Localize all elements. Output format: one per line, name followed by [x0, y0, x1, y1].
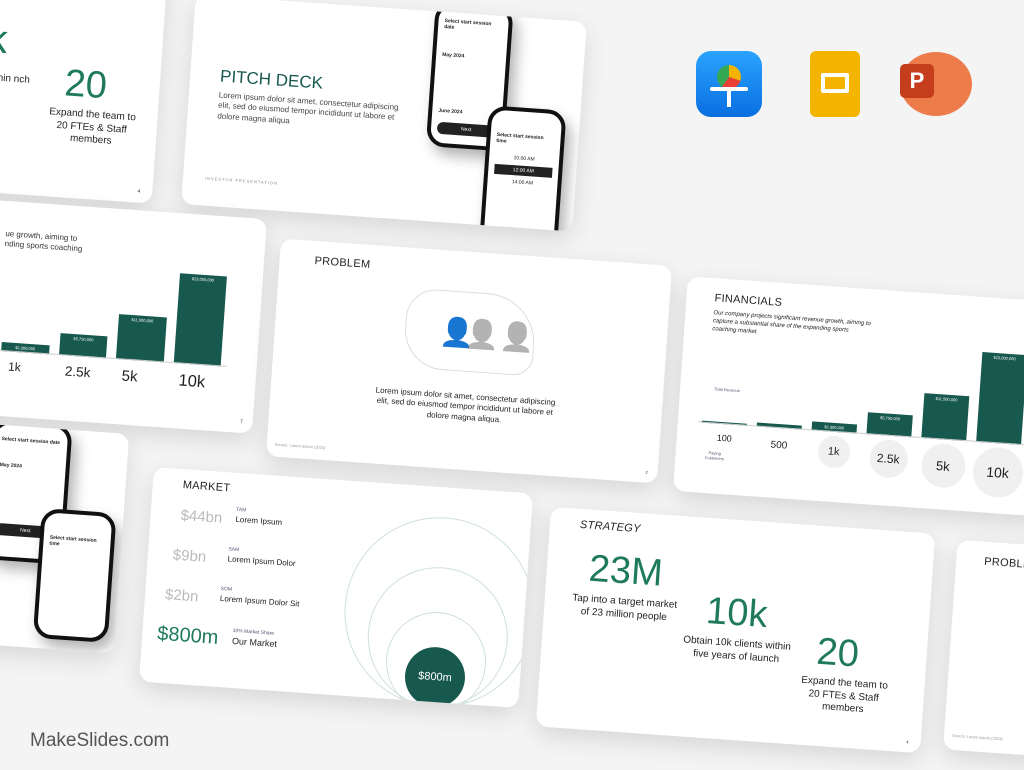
- customer-count: 5k: [121, 367, 139, 386]
- financials-body: ue growth, aiming to nding sports coachi…: [4, 229, 83, 254]
- phone-mockup-time: Select start session time: [32, 508, 117, 643]
- stat-caption: s within nch: [0, 71, 31, 86]
- slide-problem[interactable]: PROBLEM 👤 👤👤 Lorem ipsum dolor sit amet,…: [265, 238, 673, 484]
- person-icon: 👤👤: [463, 317, 536, 354]
- powerpoint-icon[interactable]: P: [900, 52, 972, 116]
- customer-count: 2.5k: [867, 438, 909, 480]
- phone-month: May 2024: [441, 51, 465, 60]
- customer-count: 1k: [7, 359, 22, 375]
- stat-caption: Tap into a target market of 23 million p…: [571, 592, 678, 623]
- page-number: 4: [906, 739, 909, 745]
- page-number: 7: [239, 418, 244, 425]
- market-tag: SOM: [220, 585, 233, 593]
- pitch-footer: INVESTOR PRESENTATION: [204, 175, 279, 186]
- slide-financials-partial[interactable]: ue growth, aiming to nding sports coachi…: [0, 191, 268, 434]
- customer-count: 10k: [970, 445, 1024, 500]
- phone-title: Select start session time: [49, 534, 97, 548]
- strategy-title: STRATEGY: [579, 518, 642, 536]
- market-value-highlight: $800m: [156, 622, 220, 649]
- market-value: $2bn: [164, 586, 199, 606]
- slide-strategy-partial[interactable]: k s within nch 20 Expand the team to 20 …: [0, 0, 168, 204]
- page-number: 4: [137, 188, 141, 195]
- revenue-bar: $23,000,000: [173, 273, 227, 367]
- phone-title: Select start session time: [496, 131, 544, 145]
- stat-value: 10k: [704, 589, 769, 637]
- problem-title: PROBLEM: [983, 555, 1024, 572]
- customer-count: 5k: [919, 442, 967, 490]
- market-title: MARKET: [182, 479, 231, 495]
- problem-source: Source: Lorem Ipsum (2024): [274, 441, 326, 451]
- problem-source: Source: Lorem Ipsum (2024): [951, 732, 1004, 742]
- market-label: Lorem Ipsum Dolor Sit: [219, 593, 300, 609]
- problem-title: PROBLEM: [314, 255, 371, 271]
- customer-count: 500: [770, 438, 788, 452]
- market-label: Our Market: [231, 635, 278, 650]
- revenue-bar-chart: $2,300,000 $5,750,000 $11,500,000 $23,000,0…: [0, 261, 233, 391]
- brand-logo[interactable]: MakeSlides.com: [30, 730, 170, 751]
- financials-title: FINANCIALS: [714, 292, 783, 309]
- pitch-title: PITCH DECK: [219, 66, 324, 93]
- stat-value: 23M: [587, 547, 665, 595]
- pitch-body: Lorem ipsum dolor sit amet, consectetur …: [217, 90, 399, 126]
- problem-body: Lorem ipsum dolor sit amet, consectetur …: [375, 385, 556, 425]
- phone-title: Select start session date: [443, 18, 492, 31]
- customer-count: 10k: [177, 371, 206, 392]
- stat-caption: Obtain 10k clients within five years of …: [682, 634, 792, 665]
- customer-count: 100: [716, 432, 733, 444]
- stat-caption: Expand the team to 20 FTEs & Staff membe…: [48, 106, 137, 147]
- time-option: 10:00 AM: [513, 155, 535, 163]
- stat-caption: Expand the team to 20 FTEs & Staff membe…: [800, 674, 889, 716]
- time-option: 12:00 AM: [494, 163, 553, 178]
- phone-title: Select start session date: [1, 436, 61, 447]
- page-number: 2: [645, 469, 648, 475]
- slide-strategy[interactable]: STRATEGY 23M Tap into a target market of…: [535, 506, 936, 754]
- market-label: Lorem Ipsum: [235, 514, 283, 528]
- revenue-bar: $23,000,000: [976, 352, 1024, 445]
- slide-pitch-deck[interactable]: PITCH DECK Lorem ipsum dolor sit amet, c…: [181, 0, 587, 232]
- slide-financials[interactable]: FINANCIALS Our company projects signific…: [672, 276, 1024, 519]
- stat-value: 20: [63, 62, 109, 108]
- phone-month: May 2024: [0, 461, 23, 470]
- market-value: $44bn: [180, 507, 223, 527]
- slide-market[interactable]: MARKET $44bn TAM Lorem Ipsum $9bn SAM Lo…: [138, 467, 534, 708]
- revenue-bar: $11,500,000: [115, 314, 167, 363]
- market-label: Lorem Ipsum Dolor: [227, 554, 296, 569]
- customer-count: 1k: [816, 434, 851, 469]
- customer-count: 2.5k: [64, 363, 91, 381]
- keynote-icon[interactable]: [696, 51, 762, 117]
- stat-value: k: [0, 16, 10, 63]
- time-option: 14:00 AM: [511, 179, 534, 187]
- slide-problem-partial[interactable]: PROBLEM Source: Lorem Ipsum (2024): [943, 539, 1024, 770]
- google-slides-icon[interactable]: [810, 51, 860, 117]
- phone-mockup-time: Select start session time 10:00 AM 12:00…: [478, 105, 567, 232]
- revenue-bar: $11,500,000: [921, 393, 970, 442]
- market-value: $9bn: [172, 546, 207, 566]
- market-tag: TAM: [235, 506, 247, 514]
- stat-value: 20: [815, 630, 861, 676]
- phone-month: June 2024: [438, 107, 463, 116]
- market-tag: SAM: [228, 546, 240, 554]
- slide-app-partial[interactable]: Select start session date May 2024 Next …: [0, 406, 130, 654]
